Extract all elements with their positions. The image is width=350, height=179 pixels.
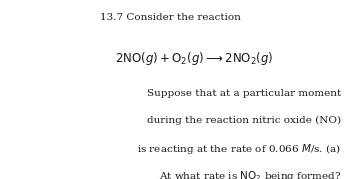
Text: At what rate is $\mathrm{NO_2}$ being formed?: At what rate is $\mathrm{NO_2}$ being fo… <box>159 169 341 179</box>
Text: during the reaction nitric oxide (NO): during the reaction nitric oxide (NO) <box>147 116 341 125</box>
Text: 13.7 Consider the reaction: 13.7 Consider the reaction <box>100 13 241 21</box>
Text: is reacting at the rate of 0.066 $M$/s. (a): is reacting at the rate of 0.066 $M$/s. … <box>137 142 341 156</box>
Text: $2\mathrm{NO}(g) + \mathrm{O_2}(g) \longrightarrow 2\mathrm{NO_2}(g)$: $2\mathrm{NO}(g) + \mathrm{O_2}(g) \long… <box>115 50 273 67</box>
Text: Suppose that at a particular moment: Suppose that at a particular moment <box>147 90 341 98</box>
